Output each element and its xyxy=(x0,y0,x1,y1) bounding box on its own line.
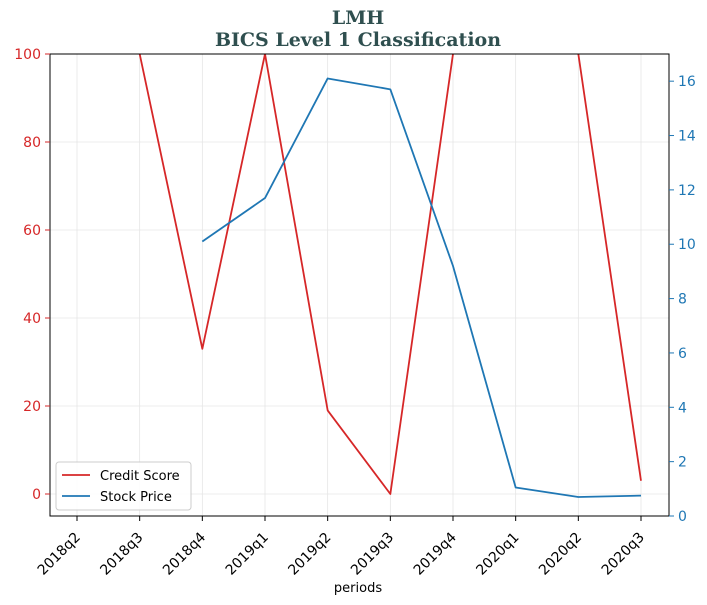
grid xyxy=(50,53,669,516)
legend: Credit Score Stock Price xyxy=(55,461,192,511)
x-tick-label: 2018q3 xyxy=(97,530,146,579)
legend-label-credit-score: Credit Score xyxy=(100,469,180,484)
series-line-stock-price xyxy=(201,77,642,498)
right-y-tick-label: 4 xyxy=(678,400,687,416)
x-tick-label: 2019q2 xyxy=(285,530,334,579)
right-y-tick-label: 8 xyxy=(678,292,687,308)
series-line-credit-score xyxy=(138,54,642,495)
series-lines xyxy=(138,54,642,498)
right-y-tick-label: 12 xyxy=(678,183,696,199)
right-y-axis: 0 2 4 6 8 10 12 14 16 xyxy=(669,74,696,525)
x-tick-label: 2020q1 xyxy=(473,530,522,579)
right-y-tick-label: 10 xyxy=(678,237,696,253)
x-tick-label: 2020q3 xyxy=(599,530,648,579)
x-tick-label: 2019q4 xyxy=(411,529,460,578)
left-y-tick-label: 20 xyxy=(23,399,41,415)
left-y-tick-label: 40 xyxy=(23,311,41,327)
right-y-tick-label: 16 xyxy=(678,74,696,90)
left-y-tick-label: 60 xyxy=(23,223,41,239)
left-y-axis: 0 20 40 60 80 100 xyxy=(14,47,50,503)
x-tick-label: 2019q1 xyxy=(223,530,272,579)
x-tick-label: 2020q2 xyxy=(536,530,585,579)
plot-area-frame xyxy=(49,53,670,517)
left-y-tick-label: 100 xyxy=(14,47,41,63)
right-y-tick-label: 0 xyxy=(678,509,687,525)
right-y-tick-label: 14 xyxy=(678,129,696,145)
right-y-tick-label: 2 xyxy=(678,455,687,471)
legend-label-stock-price: Stock Price xyxy=(100,490,172,505)
x-tick-label: 2018q4 xyxy=(160,529,209,578)
left-y-tick-label: 0 xyxy=(32,487,41,503)
right-y-tick-label: 6 xyxy=(678,346,687,362)
left-y-tick-label: 80 xyxy=(23,135,41,151)
x-tick-label: 2019q3 xyxy=(348,530,397,579)
legend-box xyxy=(55,461,192,511)
x-axis: 2018q2 2018q3 2018q4 2019q1 2019q2 2019q3 2019… xyxy=(35,516,648,579)
chart-title: LMH xyxy=(332,7,384,29)
x-axis-label: periods xyxy=(334,581,382,596)
x-tick-label: 2018q2 xyxy=(35,530,84,579)
chart-subtitle: BICS Level 1 Classification xyxy=(215,29,501,51)
